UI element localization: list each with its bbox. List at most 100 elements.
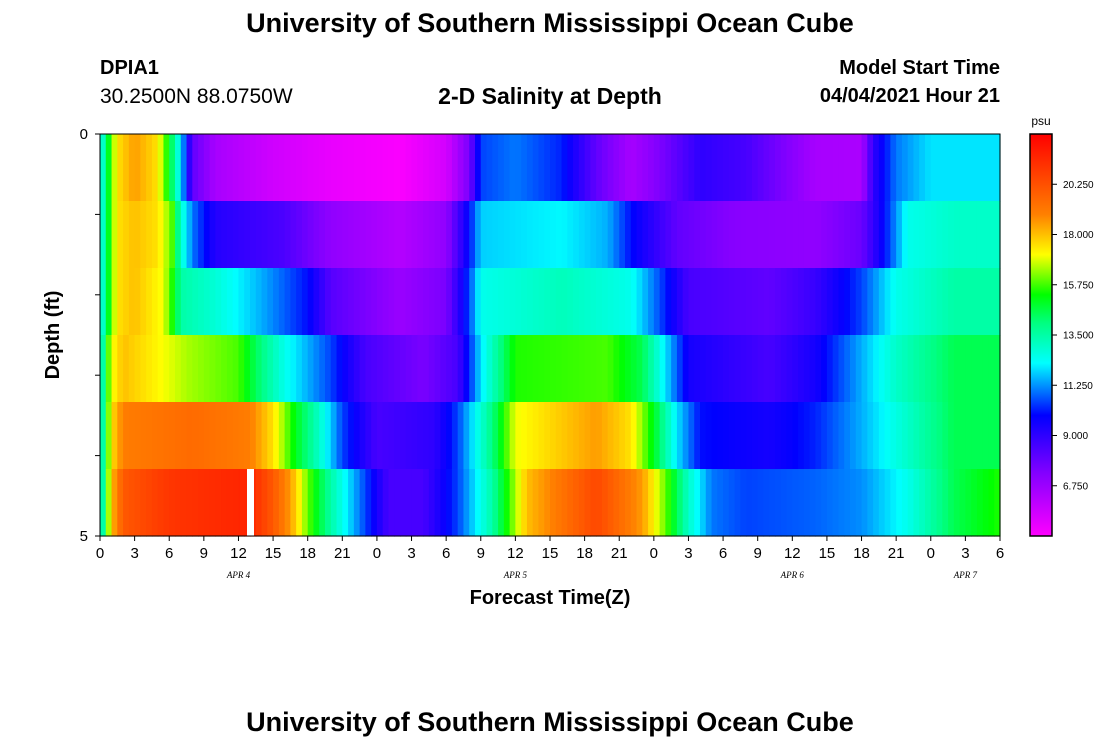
heatmap-cell: [353, 469, 361, 537]
heatmap-cell: [348, 268, 355, 336]
heatmap-cell: [751, 469, 759, 537]
heatmap-cell: [555, 201, 563, 269]
heatmap-cell: [573, 402, 580, 470]
heatmap-cell: [942, 268, 949, 336]
heatmap-cell: [157, 402, 165, 470]
heatmap-cell: [226, 134, 234, 202]
heatmap-cell: [584, 201, 591, 269]
heatmap-cell: [642, 469, 649, 537]
heatmap-cell: [890, 335, 897, 403]
heatmap-cell: [371, 335, 378, 403]
heatmap-cell: [607, 268, 615, 336]
heatmap-cell: [284, 335, 291, 403]
x-tick-label: 15: [819, 545, 836, 562]
heatmap-cell: [740, 134, 747, 202]
heatmap-cell: [925, 402, 932, 470]
heatmap-cell: [694, 134, 701, 202]
heatmap-cell: [844, 201, 851, 269]
heatmap-cell: [480, 335, 488, 403]
heatmap-cell: [878, 469, 886, 537]
heatmap-cell: [146, 469, 153, 537]
heatmap-cell: [619, 469, 626, 537]
heatmap-cell: [688, 268, 695, 336]
heatmap-cell: [740, 335, 747, 403]
x-tick-label: 6: [996, 545, 1004, 562]
heatmap-cells: [100, 134, 1001, 537]
heatmap-cell: [625, 201, 632, 269]
heatmap-cell: [925, 469, 932, 537]
heatmap-cell: [948, 134, 955, 202]
heatmap-cell: [411, 402, 418, 470]
x-tick-label: 0: [373, 545, 381, 562]
heatmap-cell: [215, 402, 222, 470]
heatmap-cell: [451, 268, 459, 336]
heatmap-cell: [446, 268, 453, 336]
heatmap-cell: [515, 134, 522, 202]
heatmap-cell: [919, 402, 926, 470]
heatmap-cell: [203, 469, 211, 537]
heatmap-cell: [884, 201, 891, 269]
heatmap-cell: [561, 134, 568, 202]
heatmap-cell: [642, 134, 649, 202]
heatmap-cell: [751, 201, 759, 269]
heatmap-cell: [607, 134, 615, 202]
heatmap-cell: [365, 134, 372, 202]
heatmap-cell: [815, 335, 822, 403]
heatmap-cell: [105, 268, 113, 336]
colorbar-tick-label: 13.500: [1063, 331, 1094, 342]
heatmap-cell: [353, 201, 361, 269]
heatmap-cell: [215, 469, 222, 537]
heatmap-cell: [700, 402, 707, 470]
heatmap-cell: [353, 268, 361, 336]
heatmap-cell: [965, 469, 972, 537]
heatmap-cell: [815, 268, 822, 336]
heatmap-cell: [232, 402, 240, 470]
colorbar-unit: psu: [1031, 114, 1050, 128]
heatmap-cell: [175, 268, 182, 336]
heatmap-cell: [498, 335, 505, 403]
heatmap-cell: [232, 335, 240, 403]
heatmap-cell: [751, 134, 759, 202]
heatmap-cell: [567, 469, 574, 537]
heatmap-cell: [226, 402, 234, 470]
heatmap-cell: [734, 201, 741, 269]
heatmap-cell: [561, 201, 568, 269]
heatmap-cell: [590, 402, 597, 470]
heatmap-cell: [728, 134, 736, 202]
heatmap-cell: [134, 335, 141, 403]
heatmap-cell: [953, 268, 961, 336]
heatmap-cell: [625, 402, 632, 470]
heatmap-cell: [642, 402, 649, 470]
heatmap-cell: [994, 469, 1001, 537]
heatmap-cell: [723, 134, 730, 202]
heatmap-cell: [457, 469, 465, 537]
heatmap-cell: [648, 134, 655, 202]
heatmap-cell: [769, 201, 776, 269]
heatmap-cell: [117, 201, 124, 269]
heatmap-cell: [803, 268, 811, 336]
heatmap-cell: [832, 335, 840, 403]
heatmap-cell: [388, 201, 395, 269]
heatmap-cell: [175, 335, 182, 403]
heatmap-cell: [982, 335, 990, 403]
heatmap-cell: [705, 134, 713, 202]
heatmap-cell: [457, 134, 465, 202]
heatmap-cell: [353, 402, 361, 470]
heatmap-cell: [803, 134, 811, 202]
heatmap-cell: [163, 201, 170, 269]
heatmap-cell: [100, 201, 107, 269]
heatmap-cell: [821, 469, 828, 537]
heatmap-cell: [884, 402, 891, 470]
heatmap-cell: [919, 134, 926, 202]
heatmap-cell: [821, 201, 828, 269]
heatmap-cell: [648, 469, 655, 537]
heatmap-cell: [521, 201, 528, 269]
heatmap-cell: [832, 469, 840, 537]
heatmap-cell: [325, 469, 332, 537]
heatmap-cell: [948, 402, 955, 470]
heatmap-cell: [567, 268, 574, 336]
heatmap-cell: [861, 201, 868, 269]
heatmap-cell: [965, 402, 972, 470]
heatmap-cell: [821, 268, 828, 336]
